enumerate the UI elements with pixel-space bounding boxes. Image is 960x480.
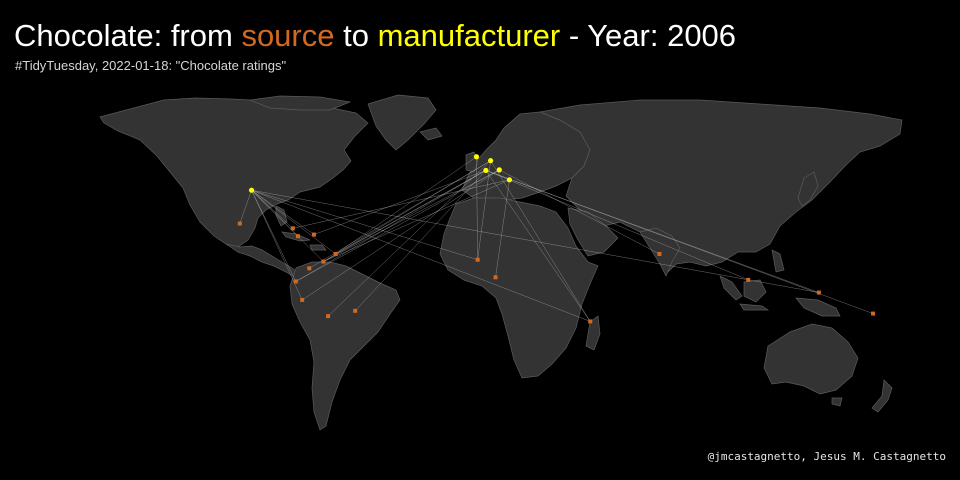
land-new-guinea [795, 297, 841, 317]
chart-title: Chocolate: from source to manufacturer -… [14, 18, 736, 54]
flow-sao-tome-to-italy [495, 179, 510, 278]
land-south-america [289, 261, 401, 431]
source-marker-madagascar [588, 319, 593, 324]
title-source-word: source [241, 18, 335, 53]
source-marker-vanuatu [871, 311, 876, 316]
land-layer [99, 94, 903, 431]
flow-ghana-to-u-s-a [251, 189, 478, 260]
chart-subtitle: #TidyTuesday, 2022-01-18: "Chocolate rat… [15, 58, 287, 73]
title-suffix: - Year: [560, 18, 668, 53]
flow-cuba-to-u-s-a [251, 190, 293, 229]
land-central-america [225, 243, 301, 279]
source-marker-papua-new-guinea [816, 290, 821, 295]
title-prefix: Chocolate: from [14, 18, 242, 53]
flow-dominican-republic-to-u-s-a [251, 190, 315, 235]
land-sumatra [719, 275, 743, 301]
land-tasmania [831, 397, 843, 407]
flow-colombia-to-belgium [309, 160, 491, 269]
land-madagascar [585, 315, 601, 351]
source-marker-peru [300, 297, 305, 302]
source-markers [237, 221, 876, 324]
source-marker-ecuador [293, 279, 298, 284]
source-marker-colombia [307, 266, 312, 271]
land-iceland [419, 127, 443, 141]
flow-india-to-switzerland [499, 169, 660, 255]
flow-trinidad-to-u-s-a [251, 190, 336, 255]
flow-bolivia-to-belgium [327, 160, 491, 317]
land-hispaniola [309, 244, 327, 251]
manufacturer-marker-u-s-a [248, 187, 255, 193]
flow-mexico-to-u-s-a [239, 190, 252, 224]
land-north-america [99, 97, 369, 248]
flow-trinidad-to-france [335, 170, 487, 255]
source-marker-indonesia [746, 277, 751, 282]
land-japan [797, 171, 819, 207]
land-borneo [743, 279, 767, 303]
flow-venezuela-to-u-s-a [251, 190, 324, 262]
flow-peru-to-u-s-a [251, 190, 303, 301]
source-marker-mexico [237, 221, 242, 226]
flow-ghana-to-belgium [477, 160, 491, 260]
chart-caption: @jmcastagnetto, Jesus M. Castagnetto [707, 450, 946, 463]
flow-ghana-to-u-k [476, 156, 478, 260]
flow-madagascar-to-france [485, 170, 591, 322]
source-marker-venezuela [321, 259, 326, 264]
land-greenland [367, 94, 437, 151]
manufacturer-marker-switzerland [496, 167, 502, 173]
flow-lines [239, 156, 874, 322]
flow-ecuador-to-france [295, 170, 487, 282]
title-year: 2006 [667, 18, 737, 53]
land-arabia [567, 207, 619, 257]
flow-madagascar-to-u-s-a [251, 189, 591, 322]
source-marker-trinidad [333, 251, 338, 256]
land-asia [538, 99, 903, 273]
manufacturer-marker-belgium [487, 158, 494, 164]
land-philippines [771, 249, 785, 273]
flow-trinidad-to-u-k [335, 156, 477, 255]
flow-dominican-republic-to-france [313, 170, 486, 235]
manufacturer-marker-italy [506, 177, 513, 183]
land-australia [763, 323, 859, 395]
flow-vanuatu-to-france [485, 170, 874, 314]
flow-brazil-to-france [355, 170, 487, 311]
manufacturer-markers [248, 154, 513, 193]
source-marker-sao-tome [493, 275, 498, 280]
source-marker-cuba [290, 226, 295, 231]
title-middle: to [334, 18, 378, 53]
source-marker-bolivia [326, 314, 331, 319]
source-marker-jamaica [295, 234, 300, 239]
flow-venezuela-to-italy [323, 179, 510, 262]
source-marker-brazil [353, 308, 358, 313]
title-manufacturer-word: manufacturer [377, 18, 561, 53]
manufacturer-marker-u-k [473, 154, 480, 160]
manufacturer-marker-france [483, 167, 489, 173]
land-new-zealand [871, 379, 893, 413]
source-marker-india [657, 251, 662, 256]
land-arctic-islands [248, 95, 352, 111]
land-java [739, 303, 770, 311]
flow-cuba-to-italy [292, 179, 510, 229]
flow-ecuador-to-switzerland [295, 169, 500, 282]
flow-venezuela-to-switzerland [323, 169, 500, 262]
source-marker-ghana [475, 257, 480, 262]
flow-ecuador-to-u-s-a [251, 190, 297, 282]
flow-madagascar-to-belgium [490, 160, 591, 322]
land-africa [439, 197, 599, 379]
flow-indonesia-to-france [485, 170, 749, 281]
source-marker-dominican-republic [311, 232, 316, 237]
